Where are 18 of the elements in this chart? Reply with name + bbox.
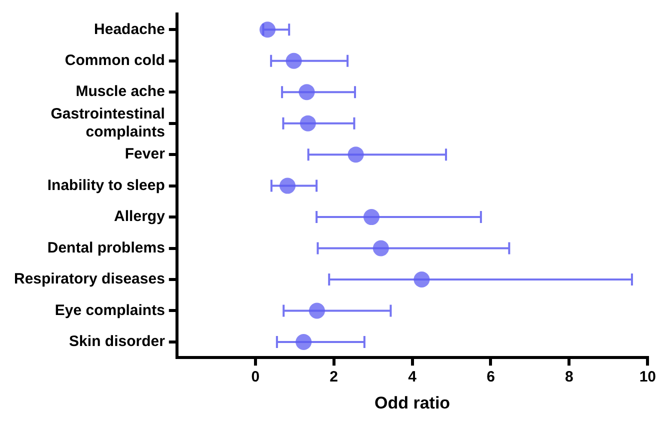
x-tick-label: 2 <box>330 368 338 386</box>
x-axis-title: Odd ratio <box>374 393 450 412</box>
x-tick-label: 6 <box>486 368 495 386</box>
y-tick-label: Skin disorder <box>69 333 166 350</box>
y-tick-label: Common cold <box>64 52 165 69</box>
x-tick-label: 8 <box>565 368 574 386</box>
x-tick-label: 10 <box>639 368 656 386</box>
y-tick-label: Dental problems <box>47 239 165 256</box>
y-tick-label: Headache <box>94 20 165 38</box>
y-tick-label: Fever <box>124 146 166 163</box>
x-tick-label: 0 <box>251 368 260 386</box>
y-tick-label: Muscle ache <box>76 83 165 100</box>
y-tick-label: Allergy <box>114 208 166 226</box>
y-tick-label: Respiratory diseases <box>14 270 165 288</box>
x-tick-label: 4 <box>408 368 418 386</box>
y-tick-label: Gastrointestinal complaints <box>50 105 165 140</box>
y-tick-label: Inability to sleep <box>47 176 165 194</box>
y-tick-label: Eye complaints <box>54 302 165 319</box>
